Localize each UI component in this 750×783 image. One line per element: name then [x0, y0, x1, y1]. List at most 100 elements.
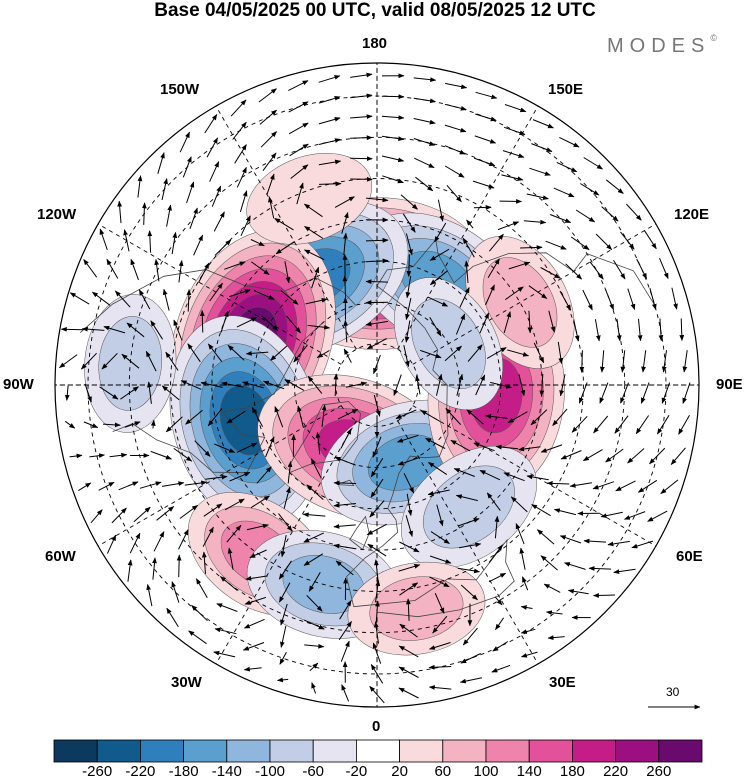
wind-arrow — [220, 310, 229, 333]
wind-arrow — [283, 486, 291, 509]
wind-arrow — [365, 320, 388, 327]
wind-arrow — [333, 543, 356, 550]
meridian-line — [412, 405, 657, 547]
wind-arrow — [303, 203, 323, 218]
wind-arrow — [306, 595, 323, 612]
wind-arrow — [397, 457, 420, 466]
wind-arrow — [532, 119, 554, 129]
wind-arrow — [607, 540, 630, 547]
wind-arrow — [161, 385, 180, 401]
wind-arrow — [303, 553, 324, 566]
wind-arrow — [147, 230, 153, 253]
colorbar-swatch — [53, 739, 98, 763]
wind-arrow — [161, 178, 168, 201]
wind-arrow — [403, 344, 410, 368]
wind-arrow — [592, 593, 616, 598]
lon-label-0: 0 — [372, 718, 381, 735]
lon-label-60e: 60E — [676, 548, 703, 565]
wind-arrow — [553, 508, 577, 516]
wind-arrow — [288, 101, 309, 113]
meridian-line — [97, 223, 342, 365]
wind-arrow — [494, 515, 500, 539]
wind-arrow — [485, 413, 508, 419]
wind-arrow — [420, 409, 441, 422]
wind-arrow — [398, 645, 419, 658]
wind-arrow — [372, 642, 382, 664]
colorbar-tick-label: -20 — [345, 763, 368, 780]
wind-arrow — [333, 523, 356, 529]
wind-arrow — [613, 259, 626, 280]
colorbar-tick-label: 220 — [603, 763, 629, 780]
wind-arrow — [239, 190, 248, 213]
wind-arrow — [318, 138, 341, 145]
wind-arrow — [166, 204, 172, 227]
wind-arrow — [342, 232, 348, 256]
wind-arrow — [466, 409, 484, 425]
wind-arrow — [429, 555, 452, 564]
wind-arrow — [166, 607, 179, 628]
wind-arrow — [202, 526, 214, 547]
wind-arrow — [211, 185, 222, 207]
wind-arrow — [479, 312, 490, 334]
wind-arrow — [227, 344, 245, 361]
wind-arrow — [242, 642, 265, 651]
wind-arrow — [616, 318, 622, 342]
wind-arrow — [475, 113, 497, 122]
wind-arrow — [601, 206, 619, 222]
colorbar-swatch — [139, 739, 184, 763]
wind-arrow — [133, 506, 151, 523]
wind-arrow — [475, 91, 498, 100]
wind-arrow — [540, 555, 558, 571]
wind-arrow — [342, 275, 348, 298]
wind-arrow — [341, 684, 350, 702]
wind-arrow — [318, 75, 341, 83]
wind-arrow — [427, 489, 450, 496]
wind-arrow — [546, 480, 570, 486]
wind-arrow — [557, 341, 564, 365]
wind-arrow — [678, 414, 690, 435]
wind-arrow — [350, 72, 373, 78]
wind-vectors — [59, 72, 691, 704]
colorbar-tick-label: 20 — [391, 763, 408, 780]
wind-arrow — [436, 504, 444, 527]
colorbar-swatch — [528, 739, 573, 763]
wind-arrow — [297, 405, 304, 428]
wind-arrow — [529, 167, 551, 176]
colorbar-swatch — [269, 739, 314, 763]
colorbar-tick-label: -60 — [302, 763, 325, 780]
wind-arrow — [569, 482, 592, 488]
wind-arrow — [101, 352, 118, 370]
wind-arrow — [284, 261, 291, 284]
colorbar-tick-label: 60 — [434, 763, 452, 780]
colorbar-swatch — [572, 739, 617, 763]
wind-arrow — [375, 579, 381, 603]
lon-label-30e: 30E — [549, 674, 576, 691]
lon-label-30w: 30W — [171, 674, 202, 691]
wind-arrow — [594, 319, 601, 342]
wind-arrow — [552, 408, 568, 427]
wind-arrow — [527, 310, 533, 334]
wind-arrow — [152, 557, 157, 580]
wind-arrow — [563, 562, 586, 570]
wind-arrow — [309, 662, 319, 672]
wind-arrow — [266, 173, 275, 196]
wind-arrow — [559, 535, 582, 544]
latitude-circle — [128, 136, 626, 634]
wind-arrow — [189, 207, 198, 229]
wind-arrow — [162, 288, 170, 311]
coastline — [349, 515, 370, 550]
wind-arrow — [455, 313, 466, 335]
wind-arrow — [303, 249, 325, 261]
wind-arrow — [428, 642, 451, 650]
wind-arrow — [599, 350, 605, 373]
wind-arrow — [204, 113, 218, 134]
meridian-line — [215, 105, 357, 350]
wind-arrow — [453, 468, 475, 477]
wind-arrow — [643, 230, 657, 250]
colorbar-tick-label: -100 — [254, 763, 286, 780]
wind-arrow — [640, 382, 650, 404]
wind-arrow — [679, 318, 685, 342]
wind-arrow — [194, 440, 211, 457]
colorbar-swatch — [485, 739, 530, 763]
wind-arrow — [406, 493, 413, 517]
